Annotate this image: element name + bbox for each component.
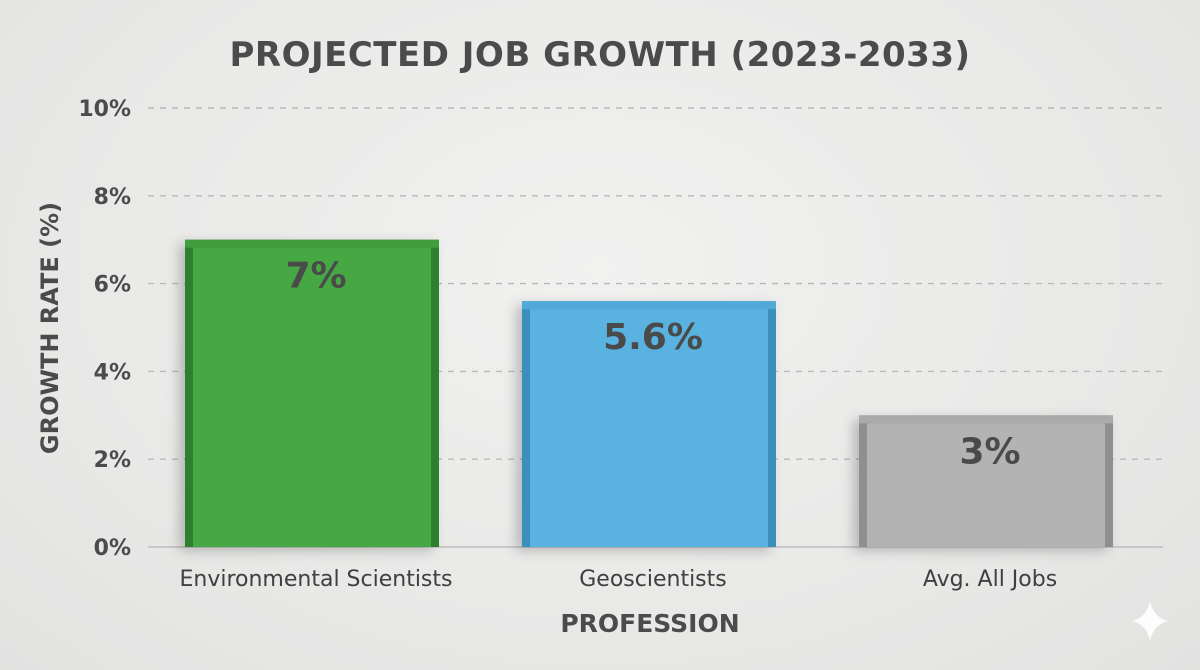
bar xyxy=(185,239,439,547)
y-tick-label: 8% xyxy=(94,185,131,210)
y-tick-label: 0% xyxy=(94,536,131,561)
bars: 7% 5.6% 3% xyxy=(185,239,1113,547)
data-label: 3% xyxy=(959,431,1020,472)
y-tick-label: 10% xyxy=(78,97,131,122)
x-tick-label: Environmental Scientists xyxy=(179,567,452,592)
y-tick-label: 4% xyxy=(94,360,131,385)
bar xyxy=(859,415,1113,547)
bar xyxy=(522,301,776,547)
chart-title: PROJECTED JOB GROWTH (2023-2033) xyxy=(229,35,970,75)
y-tick-label: 2% xyxy=(94,448,131,473)
x-axis-label: PROFESSION xyxy=(560,609,739,638)
y-axis-label: GROWTH RATE (%) xyxy=(36,202,64,454)
y-tick-label: 6% xyxy=(94,273,131,298)
bar-face xyxy=(193,247,431,547)
bar-face xyxy=(867,423,1105,547)
y-axis-ticks: 0% 2% 4% 6% 8% 10% xyxy=(78,97,131,561)
bar-top xyxy=(185,239,439,248)
data-label: 7% xyxy=(285,256,346,297)
x-axis-ticks: Environmental Scientists Geoscientists Avg… xyxy=(179,567,1057,592)
bar-top xyxy=(522,301,776,310)
x-tick-label: Geoscientists xyxy=(579,567,726,592)
bar-top xyxy=(859,415,1113,424)
sparkle-icon xyxy=(1132,601,1168,641)
bar-face xyxy=(530,309,768,547)
x-tick-label: Avg. All Jobs xyxy=(923,567,1057,592)
data-label: 5.6% xyxy=(603,317,703,358)
